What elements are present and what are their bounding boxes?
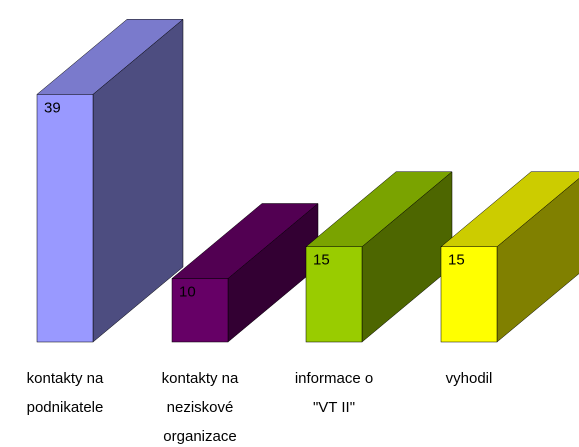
bar (305, 246, 363, 343)
bar (440, 246, 498, 343)
x-tick-label: organizace (163, 428, 236, 445)
data-label: 10 (179, 283, 196, 300)
data-label: 15 (448, 252, 465, 269)
x-tick-label: podnikatele (27, 399, 104, 416)
x-tick-label: vyhodil (446, 370, 493, 387)
x-tick-label: "VT II" (313, 399, 355, 416)
x-tick-label: neziskové (167, 399, 234, 416)
data-label: 39 (44, 99, 61, 116)
x-tick-label: kontakty na (27, 370, 104, 387)
x-tick-label: informace o (295, 370, 373, 387)
bar (36, 94, 94, 343)
x-tick-label: kontakty na (162, 370, 239, 387)
bar (171, 278, 229, 343)
data-label: 15 (313, 252, 330, 269)
